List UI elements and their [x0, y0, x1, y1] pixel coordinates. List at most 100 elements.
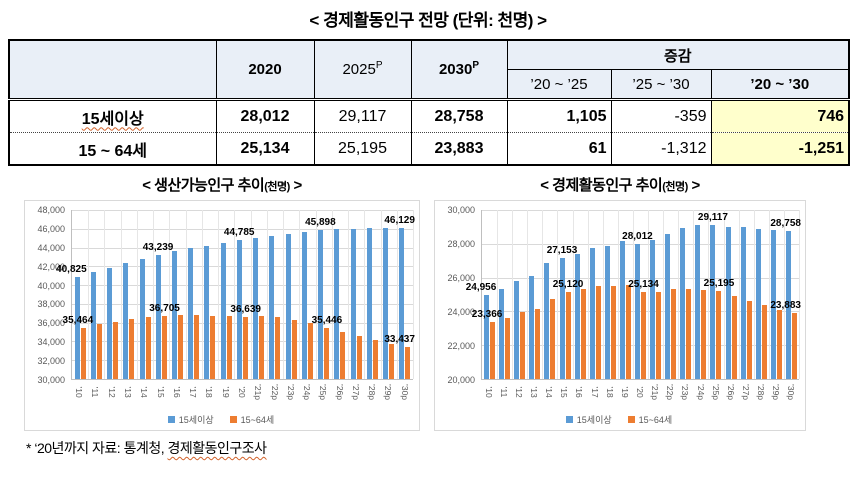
gridline-vertical	[783, 210, 785, 379]
gridline-vertical	[315, 210, 317, 379]
cell-2025: 25,195	[313, 132, 411, 165]
bar-group	[573, 210, 588, 379]
bar-15세이상	[710, 224, 716, 379]
bar-15~64세	[80, 327, 86, 379]
legend-label: 15세이상	[576, 414, 612, 425]
x-axis-label: ’19	[617, 380, 632, 410]
bar-15세이상	[236, 240, 242, 379]
unit-label: (천명)	[662, 181, 688, 193]
bar-group	[186, 210, 202, 379]
economically-active-population-chart-block: < 경제활동인구 추이(천명) > 30,000 28,000 26,000 24,0…	[434, 174, 806, 431]
x-axis-label: ’23p	[283, 380, 299, 410]
gridline-horizontal	[482, 277, 799, 279]
x-axis-label: ’24p	[693, 380, 708, 410]
x-axis-label: ’27p	[348, 380, 364, 410]
gridline-vertical	[527, 210, 529, 379]
bar-15~64세	[161, 316, 167, 379]
bar-15~64세	[791, 313, 797, 379]
bar-group	[648, 210, 663, 379]
bar-15~64세	[535, 308, 541, 379]
bar-15~64세	[291, 319, 297, 379]
bar-15세이상	[604, 245, 610, 379]
x-axis-label-text: ’10	[483, 386, 494, 398]
charts-row: < 생산가능인구 추이(천명) > 48,000 46,000 44,000 42,0…	[24, 174, 856, 431]
x-axis-label-text: ’28p	[756, 383, 767, 401]
plot-area: 24,956 23,366 27,153 25,120 28,012 25,134 29,1…	[466, 210, 801, 380]
provisional-mark: P	[375, 60, 383, 71]
table-header-row-1: 2020 2025P 2030P 증감	[9, 40, 850, 101]
y-axis-label: 20,000	[447, 375, 475, 385]
gridline-vertical	[587, 210, 589, 379]
gridline-vertical	[738, 210, 740, 379]
x-axis-label: ’11	[87, 380, 103, 410]
gridline-vertical	[413, 210, 414, 379]
x-axis-label: ’24p	[299, 380, 315, 410]
x-axis-label-text: ’26p	[725, 383, 736, 401]
bar-15세이상	[107, 267, 113, 379]
legend-item: 15세이상	[167, 413, 214, 426]
data-label: 29,117	[697, 211, 728, 223]
x-axis-label-text: ’22p	[269, 383, 280, 401]
x-axis-label: ’25p	[315, 380, 331, 410]
legend-item: 15세이상	[565, 413, 612, 426]
bar-group	[527, 210, 542, 379]
bar-15~64세	[96, 324, 102, 379]
x-axis-label-text: ’12	[513, 386, 524, 398]
bar-15세이상	[484, 295, 490, 379]
x-axis-label-text: ’24p	[302, 383, 313, 401]
x-axis-label-text: ’27p	[740, 383, 751, 401]
col-header-2030: 2030P	[410, 40, 507, 101]
gridline-horizontal	[72, 285, 413, 287]
x-axis-label: ’22p	[266, 380, 282, 410]
y-axis-label: 30,000	[447, 205, 475, 215]
bar-group: 27,153 25,120	[547, 210, 583, 379]
bar-group	[169, 210, 185, 379]
bar-group: 43,239 36,705	[143, 210, 180, 379]
x-axis-label-text: ’16	[171, 386, 182, 398]
x-axis-label: ’12	[104, 380, 120, 410]
gridline-horizontal	[72, 228, 413, 230]
x-axis-label-text: ’11	[498, 386, 509, 398]
x-axis-label-text: ’23p	[285, 383, 296, 401]
bar-15세이상	[301, 231, 307, 379]
x-axis-label-text: ’25p	[318, 383, 329, 401]
col-header-change-group: 증감	[506, 40, 850, 70]
x-axis-label-text: ’19	[619, 386, 630, 398]
legend: 15세이상 15~64세	[439, 410, 799, 428]
bar-group: 28,012 25,134	[622, 210, 659, 379]
x-axis-label: ’13	[526, 380, 541, 410]
bars-layer: 40,825 35,464 43,239 36,705 44,785 36,639 45,8…	[56, 210, 415, 379]
x-axis-label-text: ’25p	[710, 383, 721, 401]
bar-group	[267, 210, 283, 379]
data-label: 23,366	[471, 309, 503, 321]
legend-label: 15~64세	[240, 414, 275, 425]
bar-group	[299, 210, 315, 379]
gridline-horizontal	[72, 322, 413, 324]
bar-group	[137, 210, 153, 379]
bar-15세이상	[220, 242, 226, 379]
bar-group: 45,898 35,446	[305, 210, 342, 379]
x-axis-label: ’11	[496, 380, 511, 410]
x-axis-label-text: ’29p	[383, 383, 394, 401]
cell-2020: 28,012	[215, 99, 314, 133]
gridline-vertical	[542, 210, 544, 379]
x-axis-label: ’14	[542, 380, 557, 410]
x-axis-label: ’30p	[397, 380, 413, 410]
data-label: 25,134	[628, 279, 659, 291]
cell-change-20-30: -1,251	[710, 132, 850, 165]
cell-change-25-30: -359	[610, 99, 711, 133]
x-axis-label-text: ’21p	[253, 383, 264, 401]
gridline-vertical	[723, 210, 725, 379]
gridline-vertical	[201, 210, 203, 379]
bar-15세이상	[74, 277, 80, 379]
bar-group	[603, 210, 618, 379]
bar-15~64세	[307, 323, 313, 379]
bar-group	[202, 210, 218, 379]
bar-15세이상	[514, 281, 520, 379]
legend-marker	[167, 415, 175, 423]
gridline-vertical	[266, 210, 268, 379]
bar-group: 29,117 25,195	[698, 210, 734, 379]
legend: 15세이상 15~64세	[29, 410, 413, 428]
bar-15세이상	[383, 228, 389, 379]
bar-15세이상	[188, 248, 194, 379]
